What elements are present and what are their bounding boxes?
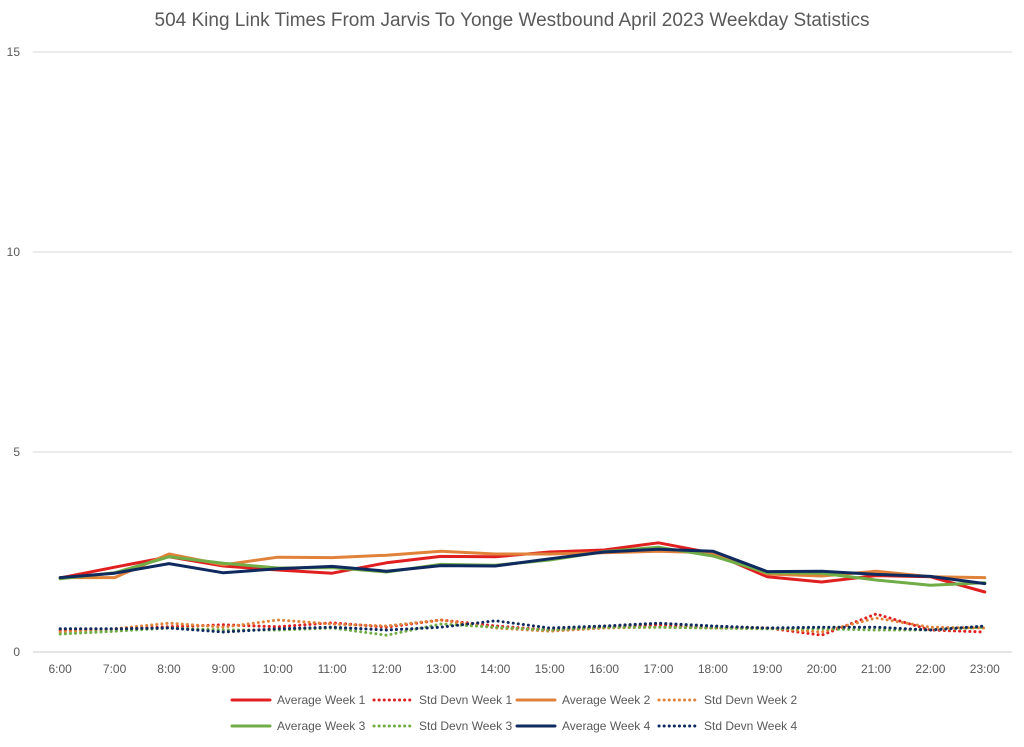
x-tick-label: 7:00 — [103, 662, 127, 676]
legend-label-std-devn-week-2: Std Devn Week 2 — [704, 693, 797, 707]
series-line-std-devn-week-4 — [58, 619, 987, 634]
x-tick-label: 20:00 — [807, 662, 837, 676]
series-line-average-week-4 — [58, 547, 987, 586]
legend-label-std-devn-week-3: Std Devn Week 3 — [419, 719, 512, 733]
legend-label-average-week-4: Average Week 4 — [562, 719, 651, 733]
x-tick-label: 19:00 — [752, 662, 782, 676]
x-tick-label: 10:00 — [263, 662, 293, 676]
y-tick-label: 5 — [13, 445, 20, 459]
x-tick-label: 22:00 — [915, 662, 945, 676]
x-tick-label: 18:00 — [698, 662, 728, 676]
y-tick-label: 0 — [13, 645, 20, 659]
legend-label-std-devn-week-1: Std Devn Week 1 — [419, 693, 512, 707]
legend-label-std-devn-week-4: Std Devn Week 4 — [704, 719, 797, 733]
series-line-std-devn-week-3 — [58, 622, 987, 637]
x-tick-label: 21:00 — [861, 662, 891, 676]
x-tick-label: 15:00 — [535, 662, 565, 676]
x-tick-label: 9:00 — [212, 662, 236, 676]
x-tick-label: 13:00 — [426, 662, 456, 676]
x-tick-label: 11:00 — [318, 662, 347, 676]
x-tick-label: 6:00 — [49, 662, 73, 676]
legend-label-average-week-3: Average Week 3 — [277, 719, 366, 733]
y-tick-label: 10 — [7, 245, 21, 259]
x-tick-label: 8:00 — [157, 662, 181, 676]
legend-label-average-week-2: Average Week 2 — [562, 693, 651, 707]
legend-label-average-week-1: Average Week 1 — [277, 693, 366, 707]
x-tick-label: 23:00 — [970, 662, 1000, 676]
x-tick-label: 17:00 — [643, 662, 673, 676]
x-tick-label: 16:00 — [589, 662, 619, 676]
x-tick-label: 12:00 — [372, 662, 402, 676]
y-tick-label: 15 — [7, 45, 21, 59]
x-tick-label: 14:00 — [480, 662, 510, 676]
chart-title: 504 King Link Times From Jarvis To Yonge… — [154, 10, 870, 31]
